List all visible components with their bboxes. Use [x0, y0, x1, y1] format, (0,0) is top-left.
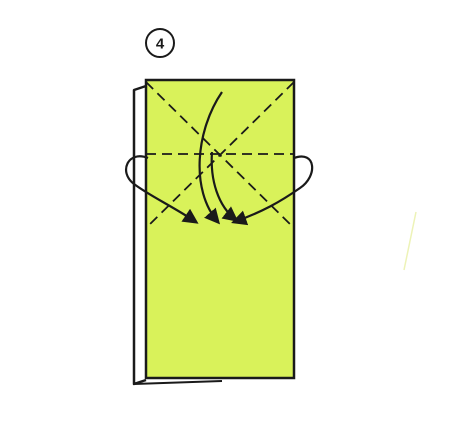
paper-back-layer: [132, 84, 147, 386]
paper-bottom-edge-back: [133, 380, 223, 385]
step-number-circle: [145, 28, 175, 58]
push-arrow-left: [124, 155, 199, 224]
diagonal-crease-right: [145, 81, 295, 229]
step-number-label: 4: [156, 36, 165, 53]
paper-front: [144, 78, 296, 380]
push-arrow-right: [231, 155, 314, 226]
stray-mark: [403, 211, 417, 271]
fold-arrow-left: [198, 91, 223, 225]
step-number-badge: 4: [145, 28, 175, 58]
fold-arrow-right-arc: [210, 151, 239, 222]
